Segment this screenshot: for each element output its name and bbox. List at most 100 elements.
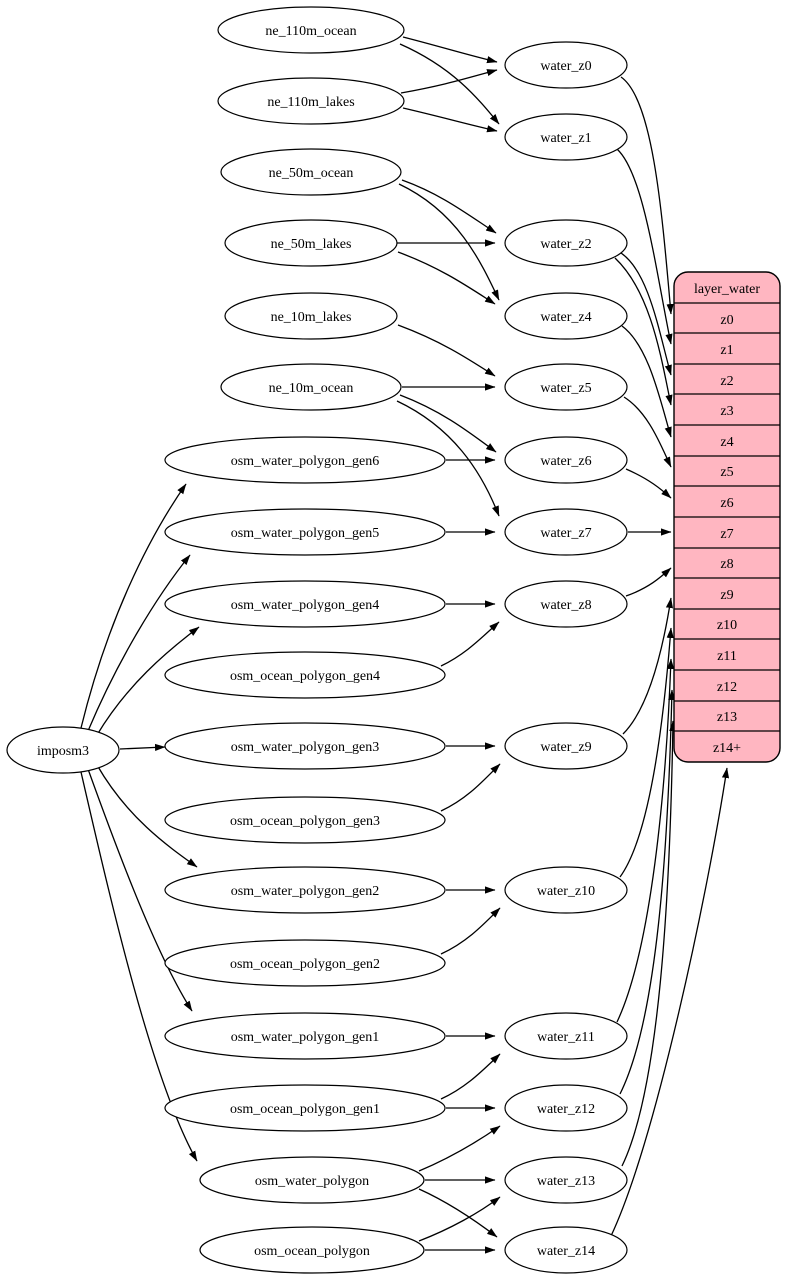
water-z10-label: water_z10	[537, 884, 595, 899]
node-osm-ocean-polygon-gen3: osm_ocean_polygon_gen3	[164, 796, 446, 844]
node-osm-ocean-polygon-gen4: osm_ocean_polygon_gen4	[164, 651, 446, 699]
edge-layer	[80, 36, 730, 1254]
node-water-z1: water_z1	[504, 113, 628, 161]
water-z8-label: water_z8	[540, 598, 591, 613]
ne-50m-lakes-ellipse	[224, 219, 398, 267]
node-osm-water-polygon-gen5: osm_water_polygon_gen5	[164, 508, 446, 556]
water-z7-ellipse	[504, 508, 628, 556]
node-ne-10m-ocean: ne_10m_ocean	[220, 363, 402, 411]
water-z14-label: water_z14	[537, 1244, 595, 1259]
edge-imposm3-gen1	[87, 768, 193, 1012]
water-z13-label: water_z13	[537, 1174, 595, 1189]
edge-ne50l-z4	[397, 251, 496, 305]
osm-water-polygon-gen3-ellipse	[164, 722, 446, 770]
edge-imposm3-gen4	[96, 626, 200, 736]
osm-water-polygon-gen5-ellipse	[164, 508, 446, 556]
node-osm-water-polygon-gen2: osm_water_polygon_gen2	[164, 866, 446, 914]
layer-water-row-z10: z10	[717, 618, 737, 633]
osm-ocean-polygon-gen1-label: osm_ocean_polygon_gen1	[230, 1102, 380, 1117]
node-water-z9: water_z9	[504, 722, 628, 770]
edge-osmw-z12	[418, 1125, 501, 1172]
osm-water-polygon-gen1-label: osm_water_polygon_gen1	[231, 1030, 380, 1045]
edge-z11-row	[616, 658, 675, 1023]
osm-water-polygon-ellipse	[199, 1156, 425, 1204]
node-water-z11: water_z11	[504, 1012, 628, 1060]
water-z10-ellipse	[504, 866, 628, 914]
edge-gen1o-z11	[440, 1053, 501, 1100]
layer-water-row-z12: z12	[717, 680, 737, 695]
edge-z14-row	[610, 767, 730, 1237]
osm-water-polygon-gen2-ellipse	[164, 866, 446, 914]
ne-10m-ocean-ellipse	[220, 363, 402, 411]
edge-gen3o-z9	[440, 763, 501, 812]
layer-water-row-z13: z13	[717, 710, 737, 725]
node-water-z0: water_z0	[504, 41, 628, 89]
water-z6-label: water_z6	[540, 454, 591, 469]
node-ne-50m-lakes: ne_50m_lakes	[224, 219, 398, 267]
edge-z8-row	[625, 567, 672, 597]
edge-ne110l-z1	[402, 107, 498, 133]
edge-gen2o-z10	[440, 907, 501, 955]
water-z1-ellipse	[504, 113, 628, 161]
osm-ocean-polygon-gen3-label: osm_ocean_polygon_gen3	[230, 814, 380, 829]
layer-water-row-z0: z0	[720, 313, 733, 328]
imposm3-ellipse	[6, 726, 120, 774]
edge-gen4o-z8	[440, 621, 500, 667]
layer-water-row-z2: z2	[720, 374, 733, 389]
ne-50m-lakes-label: ne_50m_lakes	[271, 237, 352, 252]
node-water-z2: water_z2	[504, 219, 628, 267]
edge-imposm3-osm-water-polygon	[80, 771, 198, 1162]
water-z8-ellipse	[504, 580, 628, 628]
node-imposm3: imposm3	[6, 726, 120, 774]
node-osm-water-polygon: osm_water_polygon	[199, 1156, 425, 1204]
edge-ne110o-z1	[399, 43, 500, 125]
node-water-z14: water_z14	[504, 1226, 628, 1274]
node-water-z4: water_z4	[504, 292, 628, 340]
osm-water-polygon-gen3-label: osm_water_polygon_gen3	[231, 740, 380, 755]
layer-water-row-z8: z8	[720, 557, 733, 572]
table-layer-water: layer_water z0 z1 z2 z3 z4 z5 z6 z7 z8 z…	[673, 271, 781, 763]
osm-ocean-polygon-gen2-label: osm_ocean_polygon_gen2	[230, 957, 380, 972]
edge-imposm3-gen5	[87, 554, 191, 732]
node-osm-water-polygon-gen1: osm_water_polygon_gen1	[164, 1012, 446, 1060]
layer-water-row-z3: z3	[720, 404, 733, 419]
edge-z4-row	[621, 325, 672, 438]
node-ne-50m-ocean: ne_50m_ocean	[220, 148, 402, 196]
node-water-z6: water_z6	[504, 436, 628, 484]
node-ne-110m-lakes: ne_110m_lakes	[217, 77, 405, 125]
edge-ne50o-z4	[398, 183, 500, 301]
water-z7-label: water_z7	[540, 526, 591, 541]
layer-water-row-z6: z6	[720, 496, 733, 511]
ne-10m-lakes-label: ne_10m_lakes	[271, 310, 352, 325]
water-z12-label: water_z12	[537, 1102, 595, 1117]
node-water-z7: water_z7	[504, 508, 628, 556]
node-water-z5: water_z5	[504, 363, 628, 411]
layer-water-row-z4: z4	[720, 435, 733, 450]
layer-water-row-z1: z1	[720, 343, 733, 358]
osm-water-polygon-gen4-ellipse	[164, 580, 446, 628]
node-water-z13: water_z13	[504, 1156, 628, 1204]
osm-water-polygon-gen6-label: osm_water_polygon_gen6	[231, 454, 380, 469]
edge-z1-row	[616, 148, 673, 345]
water-z6-ellipse	[504, 436, 628, 484]
node-water-z8: water_z8	[504, 580, 628, 628]
edge-z2-row3	[614, 257, 673, 406]
water-z14-ellipse	[504, 1226, 628, 1274]
water-z2-label: water_z2	[540, 237, 591, 252]
node-osm-ocean-polygon-gen1: osm_ocean_polygon_gen1	[164, 1084, 446, 1132]
osm-water-polygon-gen5-label: osm_water_polygon_gen5	[231, 526, 380, 541]
ne-50m-ocean-label: ne_50m_ocean	[269, 166, 354, 181]
layer-water-title: layer_water	[694, 282, 760, 297]
osm-water-polygon-gen2-label: osm_water_polygon_gen2	[231, 884, 380, 899]
layer-water-row-z5: z5	[720, 465, 733, 480]
edge-z2-row	[620, 252, 672, 376]
osm-ocean-polygon-gen1-ellipse	[164, 1084, 446, 1132]
edge-osmo-z13	[418, 1196, 501, 1242]
edge-ne10l-z5	[397, 324, 496, 377]
layer-water-row-z11: z11	[717, 649, 737, 664]
ne-110m-ocean-ellipse	[217, 6, 405, 54]
ne-50m-ocean-ellipse	[220, 148, 402, 196]
edge-z10-row	[619, 627, 674, 878]
layer-water-row-z7: z7	[720, 527, 733, 542]
